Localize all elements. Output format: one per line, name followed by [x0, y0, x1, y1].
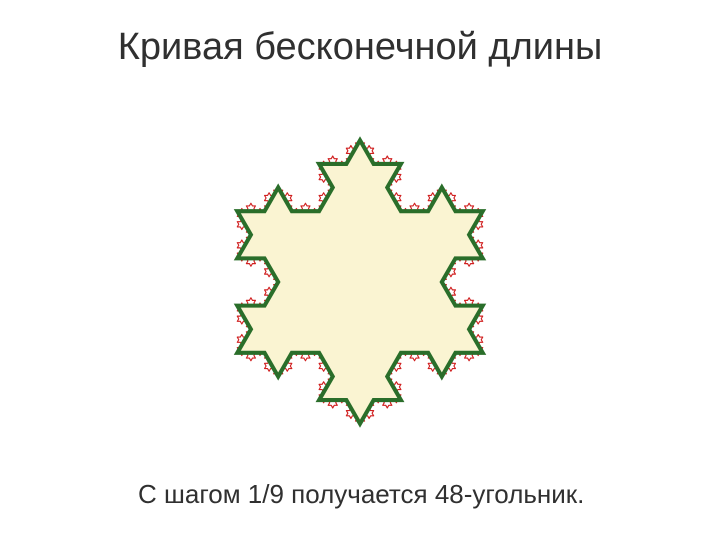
slide-title: Кривая бесконечной длины	[0, 26, 720, 69]
koch-snowflake-figure	[180, 92, 540, 472]
slide: Кривая бесконечной длины С шагом 1/9 пол…	[0, 0, 720, 540]
koch-outline-lo	[237, 140, 482, 423]
slide-caption: С шагом 1/9 получается 48-угольник.	[138, 478, 598, 511]
koch-snowflake-svg	[180, 92, 540, 472]
